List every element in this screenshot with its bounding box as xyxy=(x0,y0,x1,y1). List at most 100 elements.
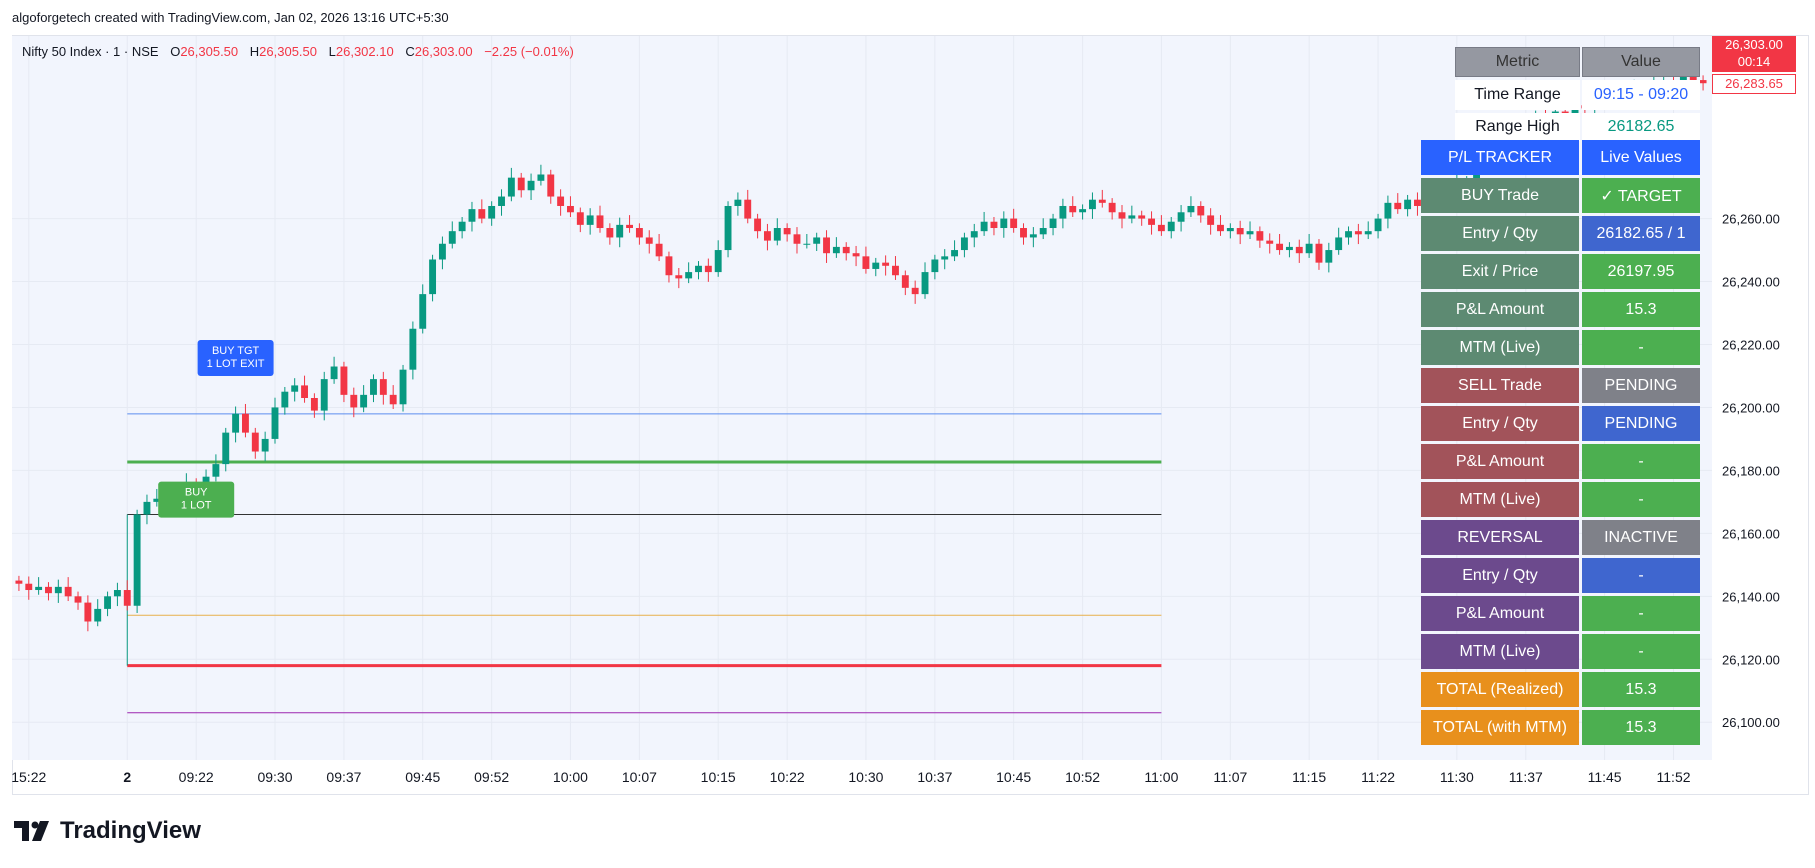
candle-body[interactable] xyxy=(1089,199,1096,210)
candle-body[interactable] xyxy=(892,265,899,276)
candle-body[interactable] xyxy=(360,394,368,408)
candle-body[interactable] xyxy=(310,398,318,411)
candle-body[interactable] xyxy=(1226,228,1234,232)
candle-body[interactable] xyxy=(547,174,555,197)
candle-body[interactable] xyxy=(606,228,614,238)
candle-body[interactable] xyxy=(990,221,998,229)
candle-body[interactable] xyxy=(960,237,968,251)
candle-body[interactable] xyxy=(1236,228,1244,235)
candle-body[interactable] xyxy=(1010,218,1018,229)
candle-body[interactable] xyxy=(438,243,446,260)
candle-body[interactable] xyxy=(665,256,673,276)
candle-body[interactable] xyxy=(340,366,348,395)
candle-body[interactable] xyxy=(941,256,949,260)
candle-body[interactable] xyxy=(1177,212,1185,222)
candle-body[interactable] xyxy=(301,385,308,398)
candle-body[interactable] xyxy=(1384,202,1392,219)
candle-body[interactable] xyxy=(557,196,565,206)
candle-body[interactable] xyxy=(271,407,279,439)
candle-body[interactable] xyxy=(320,379,328,411)
candle-body[interactable] xyxy=(94,608,102,622)
candle-body[interactable] xyxy=(872,262,880,269)
candle-body[interactable] xyxy=(813,237,821,244)
candle-body[interactable] xyxy=(921,272,929,295)
candle-body[interactable] xyxy=(1039,228,1047,235)
candle-body[interactable] xyxy=(754,218,762,232)
candle-body[interactable] xyxy=(1207,215,1215,225)
candle-body[interactable] xyxy=(1079,209,1087,213)
candle-body[interactable] xyxy=(488,205,496,219)
candle-body[interactable] xyxy=(704,265,712,273)
candle-body[interactable] xyxy=(1020,228,1027,238)
candle-body[interactable] xyxy=(1325,250,1333,263)
candle-body[interactable] xyxy=(1276,243,1284,251)
candle-body[interactable] xyxy=(1049,218,1057,229)
candle-body[interactable] xyxy=(901,275,909,288)
candle-body[interactable] xyxy=(1414,199,1421,206)
candle-body[interactable] xyxy=(242,413,249,433)
candle-body[interactable] xyxy=(1059,205,1067,219)
candle-body[interactable] xyxy=(1394,202,1402,210)
candle-body[interactable] xyxy=(15,580,23,584)
candle-body[interactable] xyxy=(724,205,732,251)
candle-body[interactable] xyxy=(626,224,633,229)
candle-body[interactable] xyxy=(616,224,624,238)
candle-body[interactable] xyxy=(1138,215,1146,219)
candle-body[interactable] xyxy=(1345,231,1352,238)
candle-body[interactable] xyxy=(113,590,121,597)
candle-body[interactable] xyxy=(655,243,663,257)
candle-body[interactable] xyxy=(379,379,387,395)
candle-body[interactable] xyxy=(596,215,604,229)
candle-body[interactable] xyxy=(734,199,742,206)
candle-body[interactable] xyxy=(576,212,584,225)
candle-body[interactable] xyxy=(1148,218,1155,225)
candle-body[interactable] xyxy=(74,596,82,603)
candle-body[interactable] xyxy=(281,391,289,408)
candle-body[interactable] xyxy=(133,514,141,606)
candle-body[interactable] xyxy=(1167,221,1175,232)
candle-body[interactable] xyxy=(1069,205,1077,213)
candle-body[interactable] xyxy=(1217,224,1224,232)
candle-body[interactable] xyxy=(1699,80,1707,84)
candle-body[interactable] xyxy=(448,231,456,244)
candle-body[interactable] xyxy=(1295,246,1303,254)
candle-body[interactable] xyxy=(714,250,722,273)
candle-body[interactable] xyxy=(212,464,220,477)
candle-body[interactable] xyxy=(823,237,830,254)
candle-body[interactable] xyxy=(1315,243,1323,263)
candle-body[interactable] xyxy=(635,228,643,238)
candle-body[interactable] xyxy=(1285,246,1293,251)
candle-body[interactable] xyxy=(498,196,505,206)
candle-body[interactable] xyxy=(1305,243,1313,254)
candle-body[interactable] xyxy=(763,231,771,241)
candle-body[interactable] xyxy=(202,476,210,487)
candle-body[interactable] xyxy=(389,394,397,405)
candle-body[interactable] xyxy=(1157,224,1165,232)
candle-body[interactable] xyxy=(409,328,417,370)
candle-body[interactable] xyxy=(970,231,978,238)
candle-body[interactable] xyxy=(527,180,535,191)
candle-body[interactable] xyxy=(980,221,988,232)
candle-body[interactable] xyxy=(251,432,259,452)
candle-body[interactable] xyxy=(1187,205,1195,213)
candle-body[interactable] xyxy=(153,498,161,502)
candle-body[interactable] xyxy=(882,262,890,266)
candle-body[interactable] xyxy=(1266,240,1274,244)
candle-body[interactable] xyxy=(675,275,683,279)
candle-body[interactable] xyxy=(478,209,486,219)
candle-body[interactable] xyxy=(911,287,919,295)
candle-body[interactable] xyxy=(842,246,850,254)
candle-body[interactable] xyxy=(1689,76,1697,81)
candle-body[interactable] xyxy=(232,413,240,433)
candle-body[interactable] xyxy=(1197,205,1205,216)
candle-body[interactable] xyxy=(586,215,594,225)
candle-body[interactable] xyxy=(25,583,33,591)
candle-body[interactable] xyxy=(537,174,545,181)
candle-body[interactable] xyxy=(1128,215,1136,219)
candle-body[interactable] xyxy=(507,177,515,197)
candle-body[interactable] xyxy=(429,259,437,295)
candle-body[interactable] xyxy=(54,586,62,594)
candle-body[interactable] xyxy=(104,596,112,609)
